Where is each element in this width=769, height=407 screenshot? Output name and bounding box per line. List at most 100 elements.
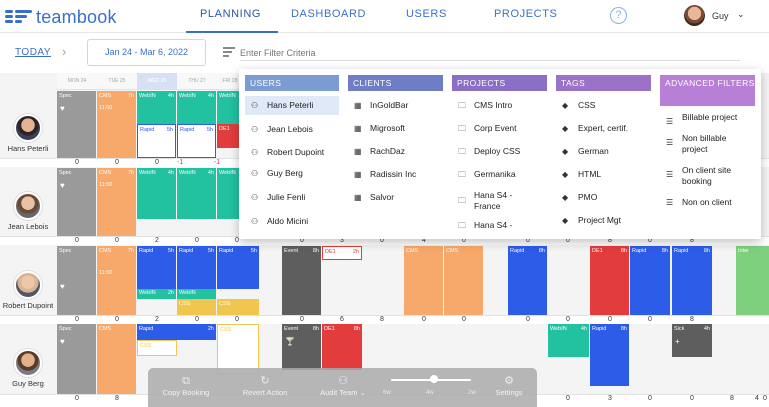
booking-rapid[interactable]: Rapid 8h <box>508 246 547 315</box>
client-option[interactable]: ▦ Radissin Inc <box>354 169 417 179</box>
help-icon[interactable]: ? <box>610 7 627 24</box>
user-option[interactable]: ⚇ Hans Peterli <box>245 96 339 115</box>
booking-webin[interactable]: WebIN 4h <box>177 91 216 124</box>
user-option[interactable]: ⚇ Guy Berg <box>251 168 303 178</box>
client-option[interactable]: ▦ Migrosoft <box>354 123 405 133</box>
settings-button[interactable]: ⚙ Settings <box>488 374 530 397</box>
tag-option[interactable]: ◆ Project Mgt <box>562 215 621 225</box>
tab-projects[interactable]: PROJECTS <box>494 8 558 20</box>
filter-input[interactable] <box>240 45 740 61</box>
advanced-option[interactable]: ☰ Non billable project <box>666 133 727 154</box>
filter-dropdown: USERS ⚇ Hans Peterli ⚇ Jean Lebois ⚇ Robert… <box>239 69 761 239</box>
chevron-right-icon[interactable]: › <box>62 44 67 59</box>
user-option[interactable]: ⚇ Julie Fenli <box>251 192 306 202</box>
date-range-picker[interactable]: Jan 24 - Mar 6, 2022 <box>87 39 206 66</box>
user-name[interactable]: Guy <box>712 11 729 21</box>
logo-icon <box>5 9 33 25</box>
booking-webin[interactable]: WebIN <box>217 91 243 124</box>
tag-option[interactable]: ◆ CSS <box>562 100 596 110</box>
tab-users[interactable]: USERS <box>406 8 447 20</box>
tags-filter-column: TAGS ◆ CSS ◆ Expert, certif. ◆ German ◆ HTML… <box>556 75 651 226</box>
booking-rapid[interactable]: Rapid 5h <box>137 246 176 289</box>
advanced-option[interactable]: ☰ Non on client <box>666 197 732 207</box>
person-hans-peterli[interactable]: Hans Peterli <box>0 114 56 153</box>
project-option[interactable]: 🗀 Hana S4 - <box>458 220 513 230</box>
booking-css[interactable]: CSS <box>217 324 259 374</box>
user-option[interactable]: ⚇ Robert Dupoint <box>251 147 325 157</box>
booking-webin[interactable]: WebIN 4h <box>137 91 176 124</box>
teambook-logo[interactable]: teambook <box>5 6 117 28</box>
booking-webin[interactable]: WebIN <box>217 168 243 219</box>
booking-sick[interactable]: Sick 4h + <box>672 324 712 357</box>
projects-header: PROJECTS <box>452 75 547 91</box>
booking-de1[interactable]: DE1 <box>217 124 243 148</box>
users-icon: ⚇ <box>251 148 259 157</box>
project-option[interactable]: 🗀 Corp Event <box>458 123 517 133</box>
users-filter-column: USERS ⚇ Hans Peterli ⚇ Jean Lebois ⚇ Robert… <box>245 75 339 227</box>
person-name: Guy Berg <box>12 379 44 388</box>
day-header-today: WED 26 <box>137 73 177 90</box>
tag-option[interactable]: ◆ German <box>562 146 609 156</box>
filter-icon[interactable] <box>223 47 235 57</box>
client-option[interactable]: ▦ InGoldBar <box>354 100 409 110</box>
booking-rapid[interactable]: Rapid 8h <box>672 246 712 315</box>
booking-cms[interactable]: CMS <box>97 324 136 395</box>
booking-spec[interactable]: Spec ♥ <box>57 246 96 315</box>
project-option[interactable]: 🗀 Germanika <box>458 169 516 179</box>
booking-spec[interactable]: Spec ♥ <box>57 324 96 395</box>
booking-intern[interactable]: Inter <box>736 246 769 315</box>
booking-css[interactable]: CSS <box>137 340 177 356</box>
booking-webin[interactable]: WebIN 4h <box>548 324 589 357</box>
project-option[interactable]: 🗀 Hana S4 - France <box>458 190 513 211</box>
tab-planning[interactable]: PLANNING <box>200 8 262 20</box>
booking-rapid[interactable]: Rapid 8h <box>590 324 629 386</box>
today-button[interactable]: TODAY <box>15 47 52 58</box>
booking-css[interactable]: CSS <box>177 299 216 315</box>
advanced-option[interactable]: ☰ Billable project <box>666 112 738 126</box>
booking-cms[interactable]: CMS <box>444 246 483 315</box>
booking-spec[interactable]: Spec ♥ <box>57 91 96 158</box>
person-jean-lebois[interactable]: Jean Lebois <box>0 192 56 231</box>
user-avatar[interactable] <box>684 5 705 26</box>
booking-cms[interactable]: CMS 7h 11:00 <box>97 91 136 158</box>
booking-cms[interactable]: CMS 7h 11:00 <box>97 168 136 236</box>
booking-de1[interactable]: DE1 8h <box>322 324 362 370</box>
zoom-slider-handle[interactable] <box>430 375 438 383</box>
project-option[interactable]: 🗀 CMS Intro <box>458 100 513 110</box>
booking-rapid[interactable]: Rapid 5h <box>217 246 259 289</box>
booking-rapid[interactable]: Rapid 2h <box>137 324 216 340</box>
tag-option[interactable]: ◆ HTML <box>562 169 602 179</box>
revert-action-button[interactable]: ↻ Revert Action <box>234 374 296 397</box>
chevron-down-icon[interactable]: ⌄ <box>737 9 745 19</box>
tab-dashboard[interactable]: DASHBOARD <box>291 8 367 20</box>
glass-icon: 🍸 <box>285 337 295 346</box>
booking-event[interactable]: Event 8h <box>282 246 321 315</box>
booking-cms[interactable]: CMS 7h 11:00 <box>97 246 136 315</box>
project-option[interactable]: 🗀 Deploy CSS <box>458 146 521 156</box>
booking-spec[interactable]: Spec ♥ <box>57 168 96 236</box>
booking-cms[interactable]: CMS <box>404 246 443 315</box>
tag-option[interactable]: ◆ Expert, certif. <box>562 123 629 133</box>
booking-rapid[interactable]: Rapid 5h <box>177 124 216 158</box>
booking-event[interactable]: Event 8h 🍸 <box>282 324 321 370</box>
user-option[interactable]: ⚇ Jean Lebois <box>251 124 313 134</box>
advanced-option[interactable]: ☰ On client site booking <box>666 165 732 186</box>
booking-webin[interactable]: WebIN 4h <box>177 168 216 219</box>
person-robert-dupoint[interactable]: Robert Dupoint <box>0 271 56 310</box>
booking-webin[interactable]: WebIN 4h <box>137 168 176 219</box>
booking-de1[interactable]: DE1 8h <box>590 246 629 315</box>
booking-webin[interactable]: WebIN 2h <box>137 289 176 299</box>
tag-option[interactable]: ◆ PMO <box>562 192 598 202</box>
booking-webin[interactable]: WebIN <box>177 289 216 299</box>
booking-de1[interactable]: DE1 2h <box>322 246 362 260</box>
client-option[interactable]: ▦ Salvor <box>354 192 395 202</box>
person-guy-berg[interactable]: Guy Berg <box>0 349 56 388</box>
booking-rapid[interactable]: Rapid 8h <box>630 246 670 315</box>
user-option[interactable]: ⚇ Aldo Micini <box>251 216 309 226</box>
booking-rapid[interactable]: Rapid 5h <box>137 124 176 158</box>
booking-css[interactable]: CSS <box>217 299 259 315</box>
audit-team-button[interactable]: ⚇ Audit Team ⌄ <box>312 374 374 397</box>
copy-booking-button[interactable]: ⧉ Copy Booking <box>156 374 216 397</box>
client-option[interactable]: ▦ RachDaz <box>354 146 405 156</box>
booking-rapid[interactable]: Rapid 5h <box>177 246 216 289</box>
